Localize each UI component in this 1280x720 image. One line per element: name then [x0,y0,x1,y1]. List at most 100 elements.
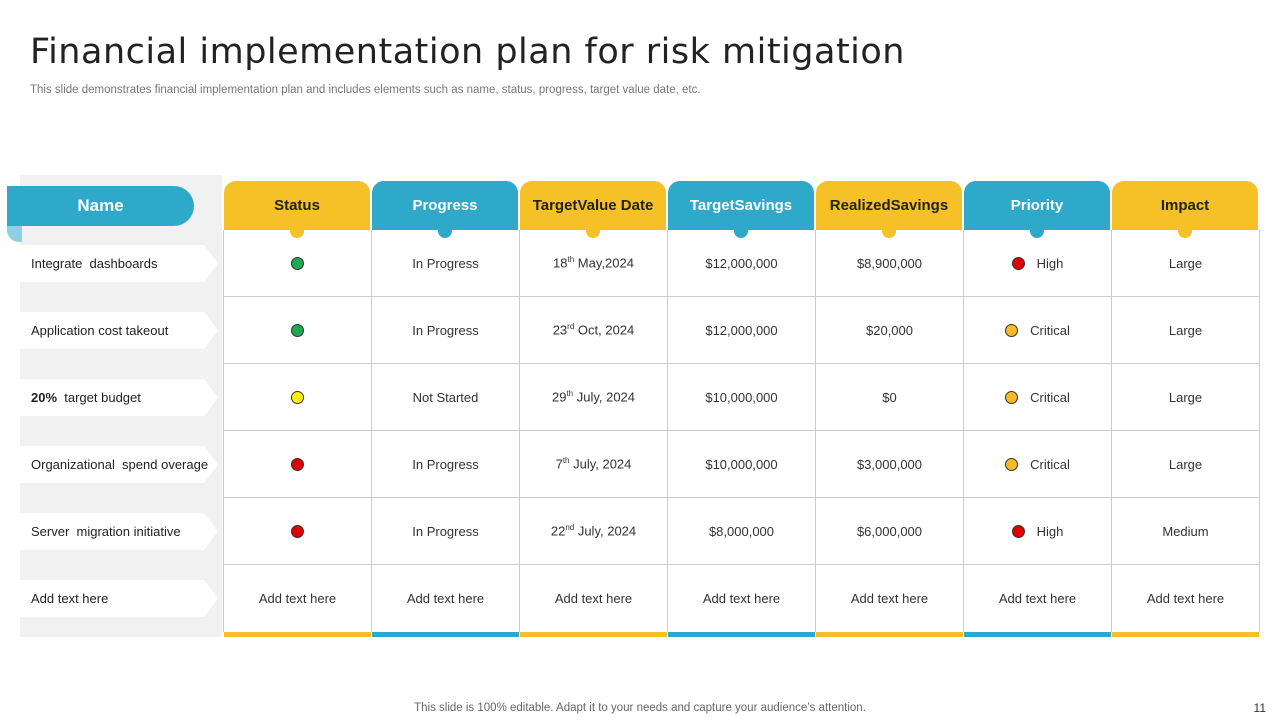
status-indicator-icon [291,524,304,538]
table-cell: Medium [1112,498,1260,565]
table-cell: $0 [816,364,964,431]
status-indicator-icon [291,256,304,270]
priority-indicator-icon [1011,524,1025,538]
priority-value: Critical [1005,323,1070,338]
table-cell: Critical [964,431,1112,498]
column-header-label: Savings [734,197,793,214]
column-header: Impact [1112,181,1258,230]
row-name-label: Organizational spend overage [20,446,218,483]
column-bottom-bar [816,632,963,637]
column-header-label: Status [274,197,320,214]
table-cell: 29th July, 2024 [520,364,668,431]
header-pointer [882,228,896,238]
table-cell [224,297,372,364]
table-cell: Critical [964,364,1112,431]
row-name-text: Server migration initiative [31,524,181,539]
row-name-label: Server migration initiative [20,513,218,550]
footer-note: This slide is 100% editable. Adapt it to… [414,702,866,714]
placeholder-cell: Add text here [668,565,816,632]
name-header: Name [7,186,194,226]
status-indicator-icon [291,390,304,404]
column-bottom-bar [520,632,667,637]
priority-indicator-icon [1005,390,1019,404]
column-bottom-bar [224,632,371,637]
table-cell [224,230,372,297]
table-cell [224,364,372,431]
table-cell: 18th May,2024 [520,230,668,297]
table-cell: In Progress [372,230,520,297]
table-cell [224,431,372,498]
column-header-label: Target [689,197,735,214]
table-grid: In Progress 18th May,2024 $12,000,000 $8,90… [223,230,1260,632]
table-cell: $10,000,000 [668,364,816,431]
table-cell: In Progress [372,297,520,364]
row-name-text: Integrate dashboards [31,256,158,271]
column-bottom-bar [372,632,519,637]
target-date: 7th July, 2024 [555,456,632,472]
date-suffix: th [567,255,575,265]
table-cell: $10,000,000 [668,431,816,498]
table-cell: $12,000,000 [668,230,816,297]
priority-label: Critical [1030,322,1070,338]
target-date: 22nd July, 2024 [550,523,637,539]
header-pointer [586,228,600,238]
priority-label: High [1036,255,1064,271]
column-header: Target Savings [668,181,814,230]
priority-indicator-icon [1011,256,1025,270]
row-name-text: Organizational spend overage [31,457,209,472]
table-cell: Not Started [372,364,520,431]
priority-indicator-icon [1005,323,1019,337]
column-header-label: Priority [1010,197,1064,214]
column-header: Progress [372,181,518,230]
column-bottom-bar [668,632,815,637]
table-cell: High [964,498,1112,565]
placeholder-cell: Add text here [964,565,1112,632]
date-suffix: rd [567,322,575,332]
priority-value: Critical [1005,457,1070,472]
table-cell: 7th July, 2024 [520,431,668,498]
table-cell: Large [1112,364,1260,431]
column-bottom-bar [964,632,1111,637]
placeholder-cell: Add text here [1112,565,1260,632]
column-header-label: Realized [829,197,891,214]
date-suffix: nd [565,523,575,533]
column-header: Priority [964,181,1110,230]
row-name-text: Application cost takeout [31,323,169,338]
table-cell: $12,000,000 [668,297,816,364]
column-header: Target Value Date [520,181,666,230]
priority-indicator-icon [1005,457,1019,471]
row-name-label: 20% target budget [20,379,218,416]
priority-label: Critical [1030,456,1070,472]
placeholder-cell: Add text here [372,565,520,632]
table-cell: High [964,230,1112,297]
status-indicator-icon [291,457,304,471]
row-name-label: Application cost takeout [20,312,218,349]
column-header-label: Impact [1160,197,1210,214]
target-date: 23rd Oct, 2024 [552,322,635,338]
table-cell [224,498,372,565]
table-cell: Large [1112,297,1260,364]
target-date: 18th May,2024 [553,255,634,271]
column-header-label: Value Date [577,197,654,214]
column-header-label: Progress [412,197,478,214]
row-name-label: Integrate dashboards [20,245,218,282]
date-suffix: th [562,456,570,466]
page-title: Financial implementation plan for risk m… [30,32,905,72]
table-cell: $8,000,000 [668,498,816,565]
column-bottom-bar [1112,632,1259,637]
priority-label: Critical [1030,389,1070,405]
date-suffix: th [566,389,574,399]
table-cell: $20,000 [816,297,964,364]
table-cell: In Progress [372,498,520,565]
table-cell: $6,000,000 [816,498,964,565]
page-number: 11 [1253,701,1266,715]
header-pointer [1030,228,1044,238]
table-cell: $8,900,000 [816,230,964,297]
name-header-fold [7,226,22,242]
table-cell: $3,000,000 [816,431,964,498]
placeholder-cell: Add text here [816,565,964,632]
table-cell: 23rd Oct, 2024 [520,297,668,364]
page-subtitle: This slide demonstrates financial implem… [30,84,701,96]
priority-label: High [1036,523,1064,539]
row-name-bold: 20% [31,390,58,405]
